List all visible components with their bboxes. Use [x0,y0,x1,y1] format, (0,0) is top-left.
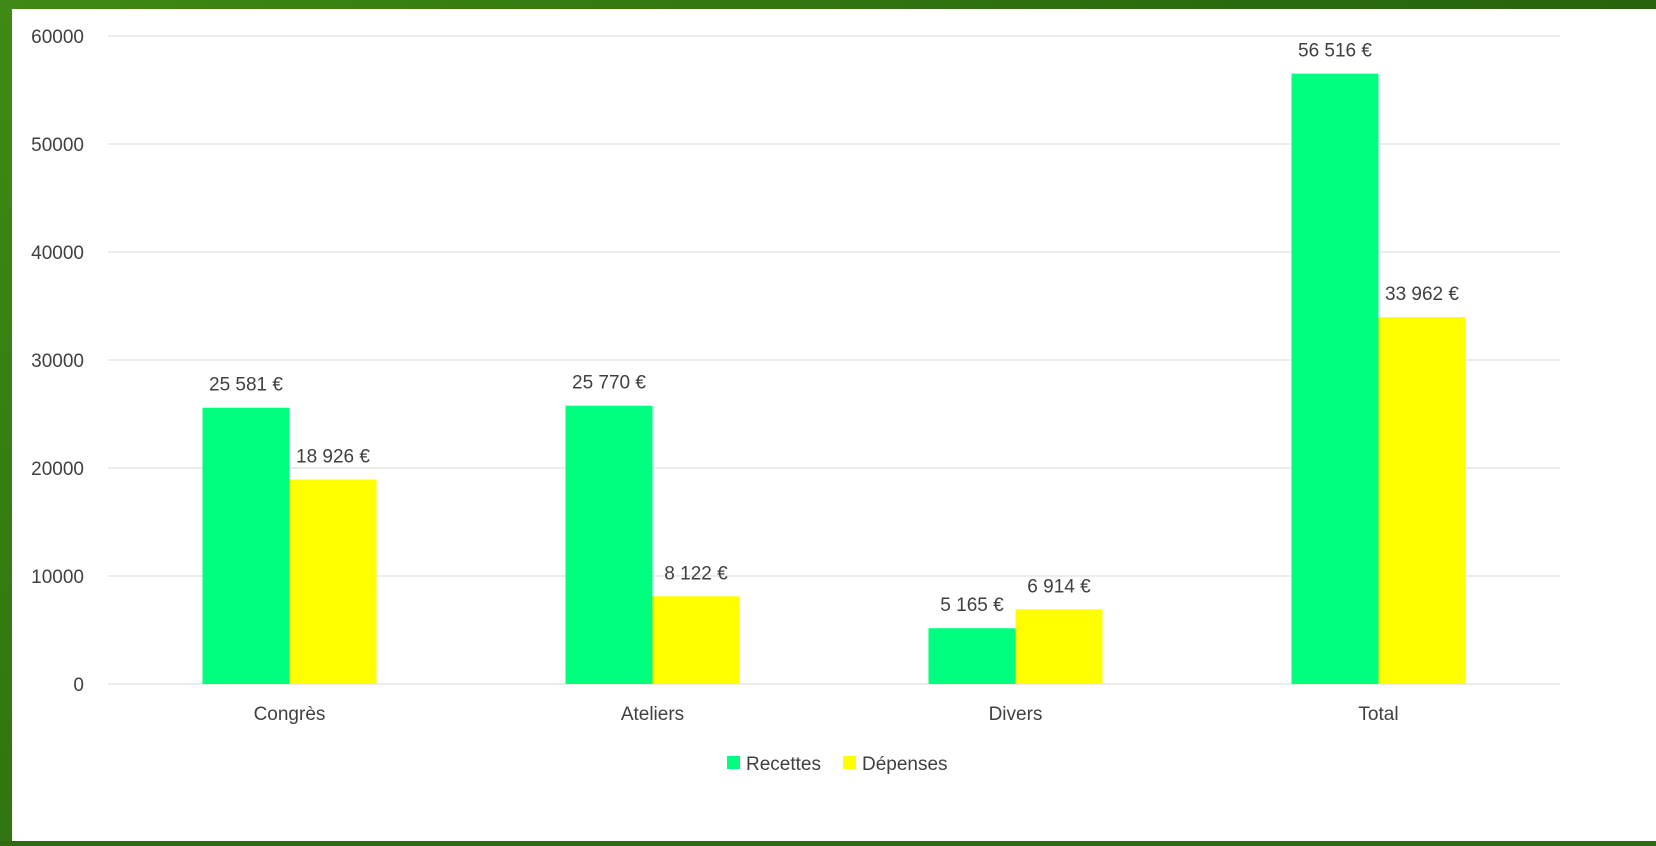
y-tick-label: 60000 [31,27,84,48]
bar-dépenses-total [1378,317,1466,684]
legend-label: Dépenses [862,754,948,775]
y-axis-tick-labels: 0 10000 20000 30000 40000 50000 60000 [31,27,84,696]
bar-dépenses-divers [1015,609,1103,684]
x-tick-label: Ateliers [621,704,684,725]
data-label: 18 926 € [296,447,370,468]
data-label: 5 165 € [940,595,1004,616]
data-labels: 25 581 € 18 926 € 25 770 € 8 122 € 5 165 € 6 … [209,41,1459,617]
legend-swatch-recettes [727,756,740,769]
data-label: 8 122 € [664,563,728,584]
x-tick-label: Congrès [254,704,326,725]
x-tick-label: Total [1358,704,1398,725]
data-label: 33 962 € [1385,284,1459,305]
legend: Recettes Dépenses [727,754,948,775]
x-axis-tick-labels: Congrès Ateliers Divers Total [254,704,1399,725]
chart-area: 0 10000 20000 30000 40000 50000 60000 25 581 €… [12,9,1656,841]
bar-recettes-congrès [202,407,290,684]
data-label: 25 770 € [572,373,646,394]
y-tick-label: 40000 [31,243,84,264]
bar-dépenses-congrès [289,479,377,684]
bar-chart: 0 10000 20000 30000 40000 50000 60000 25 581 €… [31,27,1560,775]
data-label: 6 914 € [1027,576,1091,597]
legend-swatch-dépenses [842,756,856,769]
bar-recettes-total [1291,73,1379,684]
y-tick-label: 10000 [31,567,84,588]
data-label: 56 516 € [1298,41,1372,62]
y-tick-label: 50000 [31,135,84,156]
legend-label: Recettes [746,754,821,775]
bar-recettes-divers [928,628,1016,684]
x-tick-label: Divers [989,704,1043,725]
y-tick-label: 20000 [31,459,84,480]
data-label: 25 581 € [209,375,283,396]
bar-dépenses-ateliers [652,596,740,684]
y-tick-label: 30000 [31,351,84,372]
bars [202,73,1466,684]
bar-recettes-ateliers [565,405,653,684]
y-tick-label: 0 [73,675,84,696]
